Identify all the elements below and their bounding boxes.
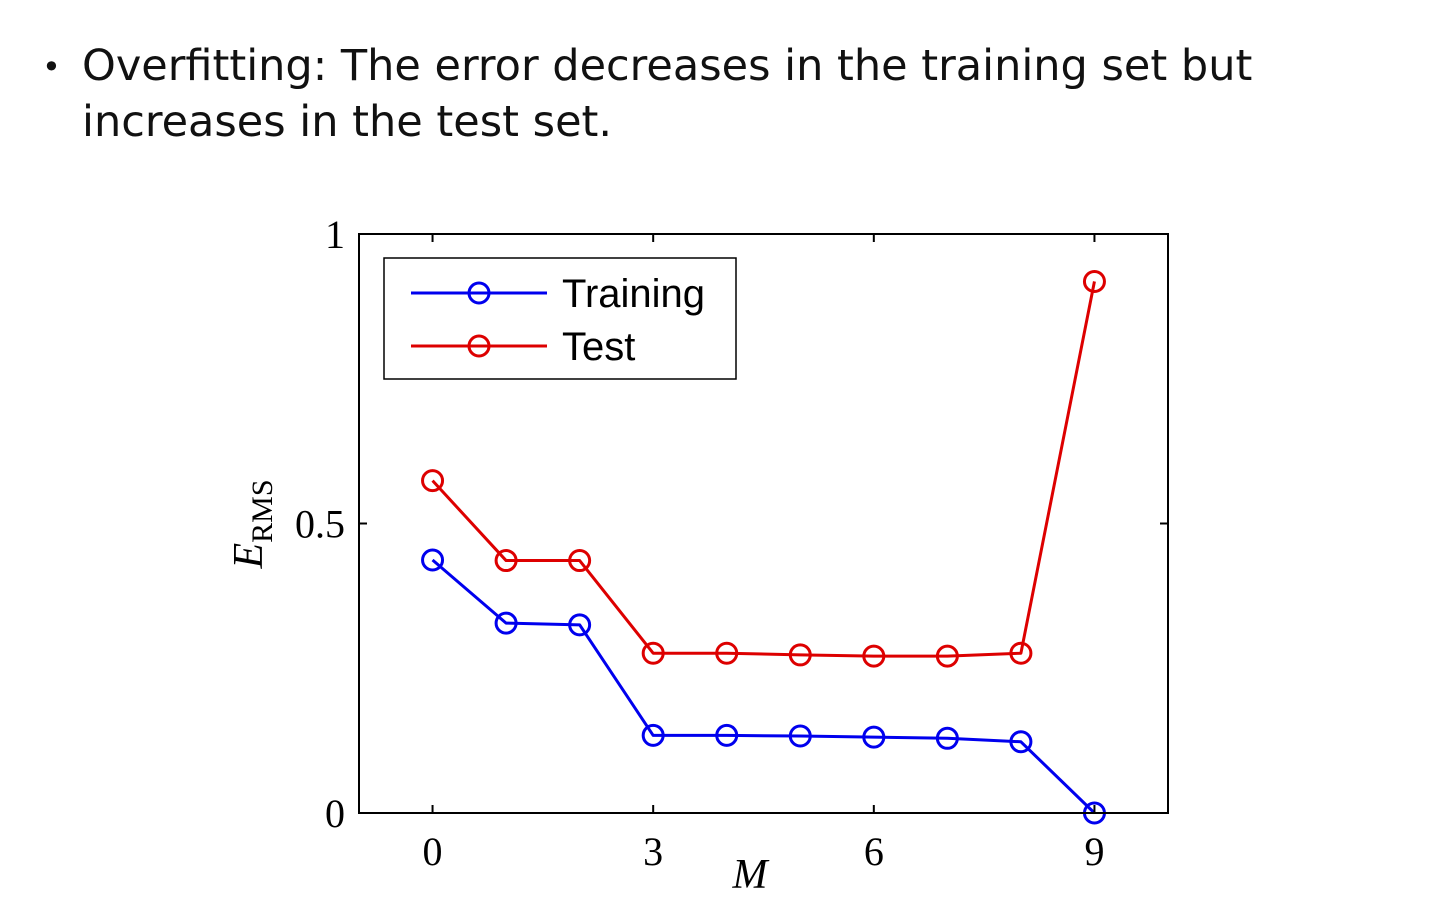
data-point-training [1009, 730, 1033, 754]
data-point-test [935, 644, 959, 668]
legend-label-test: Test [562, 325, 635, 369]
data-point-training [568, 613, 592, 637]
data-point-training [641, 723, 665, 747]
data-point-test [862, 644, 886, 668]
bullet-text: Overfitting: The error decreases in the … [82, 41, 1253, 147]
series-line-test [431, 281, 1096, 658]
x-tick-label: 0 [423, 829, 443, 874]
bullet-marker: • [42, 48, 61, 86]
x-tick-label: 3 [643, 829, 663, 874]
x-tick-label: 9 [1084, 829, 1104, 874]
y-axis-label-sub: RMS [246, 479, 279, 542]
legend-marker-training [467, 281, 491, 305]
data-point-test [788, 643, 812, 667]
y-tick-label: 1 [325, 212, 345, 257]
data-point-training [715, 723, 739, 747]
data-point-training [862, 725, 886, 749]
legend-box [383, 257, 737, 380]
y-tick-label: 0.5 [295, 502, 345, 547]
data-point-test [421, 469, 445, 493]
y-axis-label: ERMS [226, 479, 279, 569]
x-axis-label: M [732, 852, 770, 898]
data-point-test [568, 549, 592, 573]
data-point-training [421, 548, 445, 572]
data-point-test [494, 549, 518, 573]
bullet-point: • Overfitting: The error decreases in th… [42, 38, 1402, 150]
data-point-training [788, 724, 812, 748]
data-point-training [935, 726, 959, 750]
data-point-test [1009, 641, 1033, 665]
data-point-training [494, 611, 518, 635]
data-point-test [641, 641, 665, 665]
legend: Training Test [383, 257, 737, 380]
y-tick-label: 0 [325, 791, 345, 836]
x-tick-label: 6 [864, 829, 884, 874]
series-line-training [431, 558, 1096, 815]
data-point-test [715, 641, 739, 665]
data-point-test [1082, 269, 1106, 293]
y-axis-label-main: E [226, 543, 272, 570]
legend-marker-test [467, 334, 491, 358]
legend-label-training: Training [562, 272, 705, 316]
